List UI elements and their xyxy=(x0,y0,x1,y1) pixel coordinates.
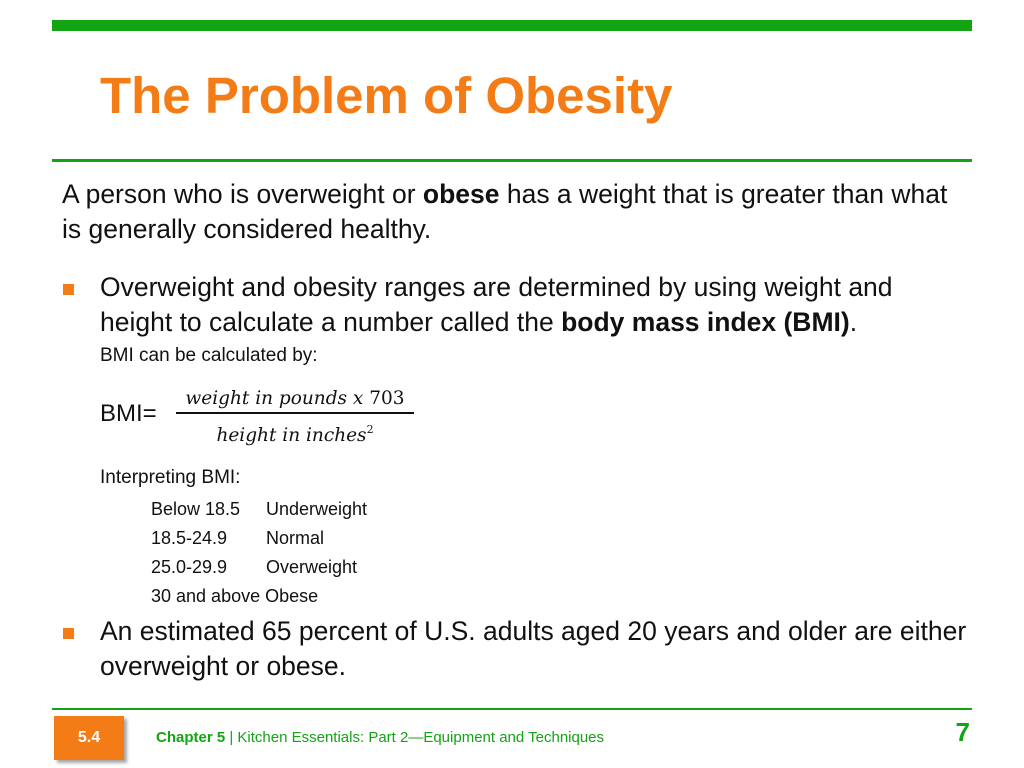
footer-subtitle: Kitchen Essentials: Part 2—Equipment and… xyxy=(237,729,605,746)
bmi-row-overweight: 25.0-29.9 Overweight xyxy=(151,554,367,583)
bmi-calc-label: BMI can be calculated by: xyxy=(100,345,318,366)
section-number-badge: 5.4 xyxy=(54,716,124,760)
bullet-marker-icon xyxy=(63,628,74,639)
denominator-text: height in inches xyxy=(216,424,367,446)
formula-lhs: BMI= xyxy=(100,400,157,427)
numerator-constant: 703 xyxy=(369,388,405,409)
bmi-range-value: Below 18.5 xyxy=(151,499,241,519)
bmi-category: Obese xyxy=(265,586,319,606)
intro-bold-term: obese xyxy=(422,179,500,209)
intro-text-start: A person who is overweight or xyxy=(62,179,423,209)
bmi-category: Underweight xyxy=(266,499,368,519)
bmi-category: Overweight xyxy=(266,557,358,577)
page-number: 7 xyxy=(955,717,970,747)
formula-numerator: weight in pounds x 703 xyxy=(176,386,414,411)
bmi-range-value: 25.0-29.9 xyxy=(151,557,228,577)
intro-paragraph: A person who is overweight or obese has … xyxy=(62,177,962,247)
intro-text-end: has a weight that is greater than what i… xyxy=(62,179,948,244)
bmi-row-underweight: Below 18.5 Underweight xyxy=(151,496,367,525)
bmi-range-table: Below 18.5 Underweight 18.5-24.9 Normal 25… xyxy=(151,496,367,612)
formula-fraction: weight in pounds x 703 height in inches2 xyxy=(176,386,414,446)
footer-chapter: Chapter 5 xyxy=(156,729,226,746)
slide-title: The Problem of Obesity xyxy=(100,67,673,124)
formula-denominator: height in inches2 xyxy=(176,416,414,446)
bmi-range-value: 30 and above xyxy=(151,586,261,606)
bmi-row-obese: 30 and above Obese xyxy=(151,583,367,612)
bullet-obesity-statistic: An estimated 65 percent of U.S. adults a… xyxy=(100,616,967,681)
denominator-exponent: 2 xyxy=(366,422,374,436)
bullet1-bold-term: body mass index (BMI) xyxy=(561,307,850,337)
numerator-text: weight in pounds x xyxy=(185,388,370,409)
footer-divider xyxy=(52,708,972,710)
top-green-bar xyxy=(52,20,972,31)
bullet1-text-start: Overweight and obesity ranges are determ… xyxy=(100,272,893,337)
bmi-range-value: 18.5-24.9 xyxy=(151,528,228,548)
interpreting-bmi-label: Interpreting BMI: xyxy=(100,467,241,488)
bullet-bmi-definition: Overweight and obesity ranges are determ… xyxy=(100,270,970,340)
fraction-bar xyxy=(176,412,414,414)
bullet-marker-icon xyxy=(63,284,74,295)
bullet1-text-end: . xyxy=(849,307,858,337)
bmi-category: Normal xyxy=(266,528,325,548)
footer-chapter-title: Chapter 5 | Kitchen Essentials: Part 2—E… xyxy=(156,729,604,746)
bmi-row-normal: 18.5-24.9 Normal xyxy=(151,525,367,554)
footer-separator: | xyxy=(225,729,238,746)
title-divider xyxy=(52,159,972,162)
